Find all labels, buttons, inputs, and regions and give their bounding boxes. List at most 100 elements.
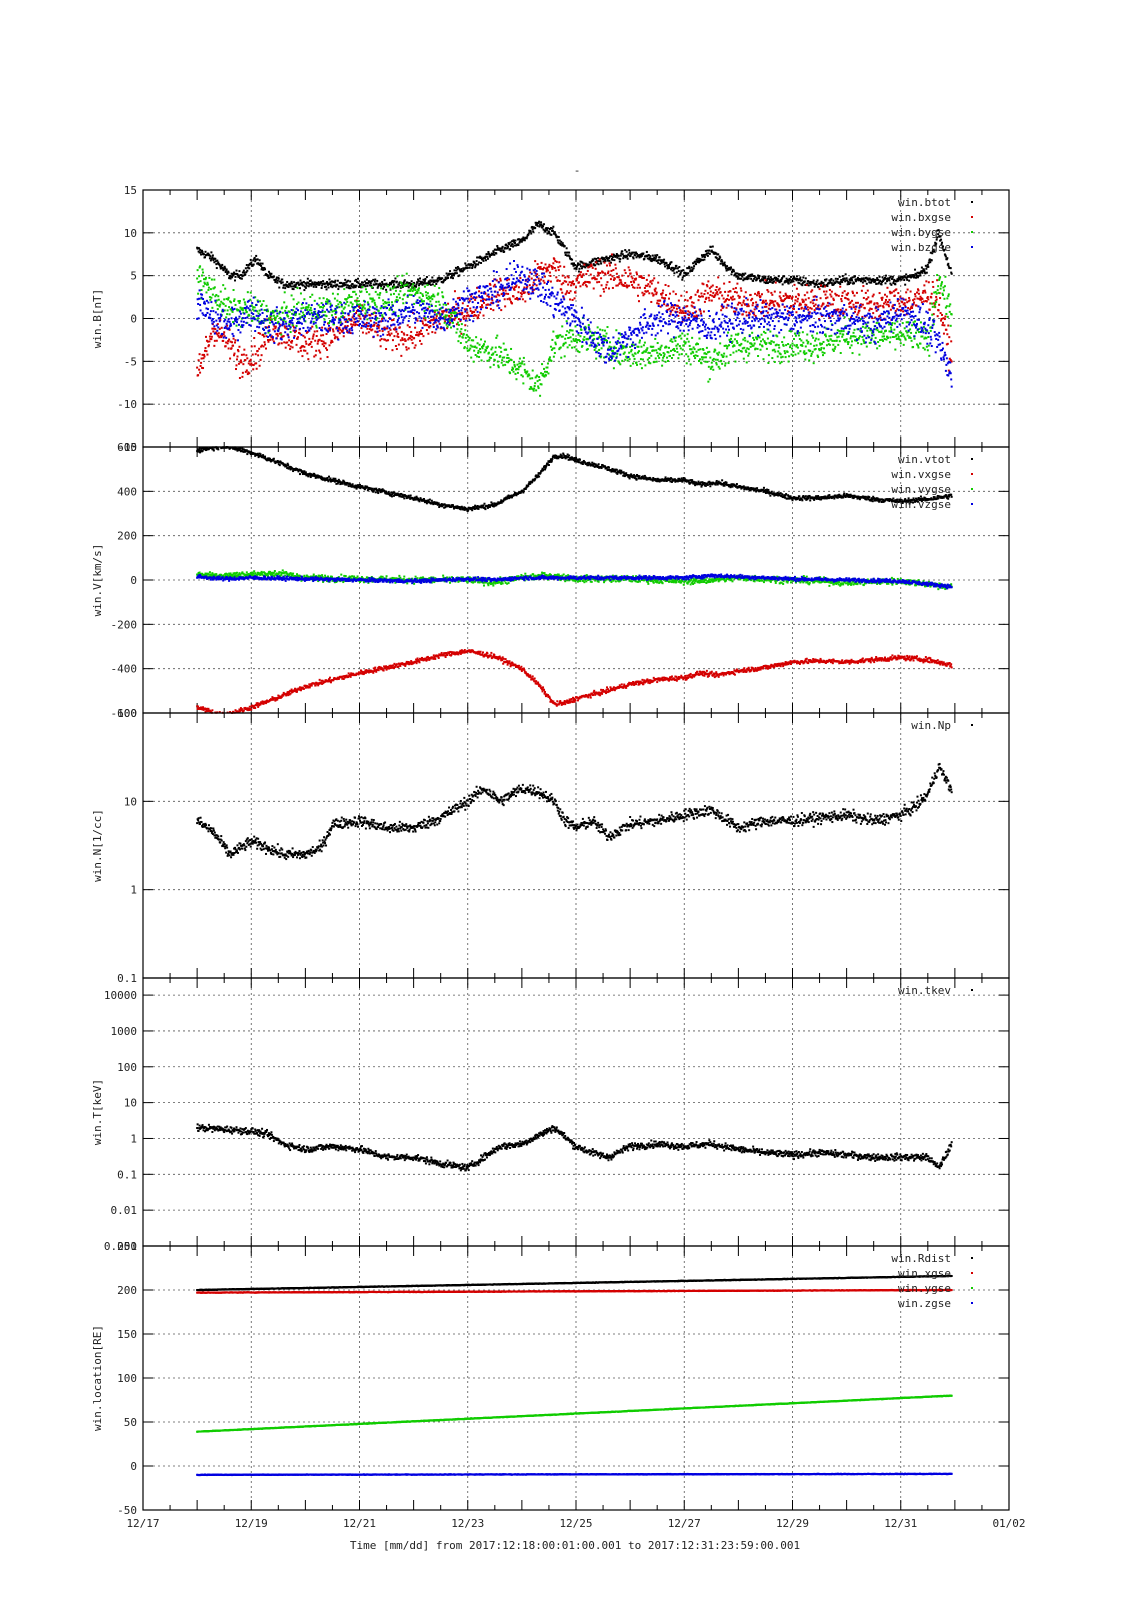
data-point: [202, 271, 205, 274]
data-point: [925, 271, 928, 274]
data-point: [941, 292, 944, 295]
data-point: [749, 345, 752, 348]
data-point: [318, 283, 321, 286]
data-point: [439, 314, 442, 317]
data-point: [258, 364, 261, 367]
data-point: [745, 361, 748, 364]
data-point: [297, 322, 300, 325]
data-point: [400, 282, 403, 285]
data-point: [593, 257, 596, 260]
data-point: [293, 326, 296, 329]
data-point: [535, 284, 538, 287]
data-point: [577, 270, 580, 273]
data-point: [636, 294, 639, 297]
data-point: [600, 262, 603, 265]
data-point: [730, 334, 733, 337]
data-point: [833, 339, 836, 342]
data-point: [669, 313, 672, 316]
data-point: [320, 306, 323, 309]
data-point: [940, 317, 943, 320]
data-point: [698, 360, 701, 363]
data-point: [409, 337, 412, 340]
data-point: [249, 263, 252, 266]
data-point: [884, 329, 887, 332]
data-point: [942, 289, 945, 292]
data-point: [615, 284, 618, 287]
data-point: [935, 298, 938, 301]
data-point: [457, 323, 460, 326]
data-point: [737, 332, 740, 335]
data-point: [667, 285, 670, 288]
data-point: [887, 303, 890, 306]
data-point: [224, 345, 227, 348]
data-point: [482, 259, 485, 262]
data-point: [595, 357, 598, 360]
data-point: [575, 341, 578, 344]
data-point: [381, 280, 384, 283]
data-point: [444, 315, 447, 318]
data-point: [306, 352, 309, 355]
data-point: [491, 346, 494, 349]
data-point: [625, 355, 628, 358]
data-point: [554, 234, 557, 237]
data-point: [431, 295, 434, 298]
data-point: [253, 309, 256, 312]
data-point: [677, 314, 680, 317]
data-point: [762, 314, 765, 317]
data-point: [408, 326, 411, 329]
data-point: [517, 365, 520, 368]
data-point: [479, 255, 482, 258]
data-point: [681, 276, 684, 279]
data-point: [729, 337, 732, 340]
data-point: [720, 359, 723, 362]
data-point: [615, 254, 618, 257]
data-point: [298, 327, 301, 330]
data-point: [616, 352, 619, 355]
data-point: [551, 229, 554, 232]
data-point: [769, 276, 772, 279]
data-point: [825, 278, 828, 281]
data-point: [521, 360, 524, 363]
data-point: [580, 328, 583, 331]
data-point: [698, 257, 701, 260]
data-point: [223, 335, 226, 338]
data-point: [706, 292, 709, 295]
data-point: [839, 280, 842, 283]
data-point: [819, 342, 822, 345]
data-point: [571, 329, 574, 332]
data-point: [612, 355, 615, 358]
data-point: [215, 293, 218, 296]
data-point: [229, 308, 232, 311]
data-point: [284, 331, 287, 334]
data-point: [702, 356, 705, 359]
data-point: [898, 331, 901, 334]
data-point: [917, 289, 920, 292]
data-point: [338, 285, 341, 288]
data-point: [587, 266, 590, 269]
data-point: [675, 271, 678, 274]
data-point: [407, 338, 410, 341]
data-point: [511, 243, 514, 246]
data-point: [338, 332, 341, 335]
data-point: [834, 292, 837, 295]
data-point: [649, 280, 652, 283]
data-point: [675, 344, 678, 347]
data-point: [242, 274, 245, 277]
data-point: [365, 332, 368, 335]
data-point: [333, 297, 336, 300]
data-point: [724, 300, 727, 303]
data-point: [670, 261, 673, 264]
data-point: [482, 343, 485, 346]
data-point: [764, 279, 767, 282]
data-point: [637, 350, 640, 353]
data-point: [862, 296, 865, 299]
data-point: [698, 358, 701, 361]
data-point: [501, 356, 504, 359]
data-point: [921, 291, 924, 294]
data-point: [543, 266, 546, 269]
data-point: [787, 343, 790, 346]
data-point: [934, 299, 937, 302]
data-point: [464, 329, 467, 332]
data-point: [289, 345, 292, 348]
data-point: [380, 320, 383, 323]
